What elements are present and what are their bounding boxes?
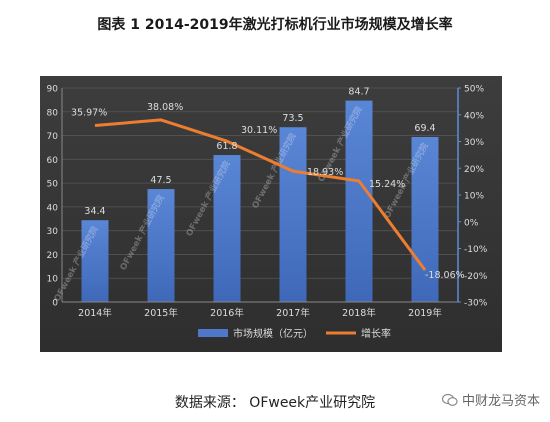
y-right-tick-label: 30%: [464, 138, 484, 148]
y-right-tick-label: -30%: [464, 299, 488, 309]
source-note: 数据来源： OFweek产业研究院: [174, 395, 376, 411]
y-right-tick-label: 50%: [464, 85, 484, 95]
y-left-tick-label: 30: [47, 227, 59, 237]
bar: [81, 220, 109, 302]
line-series: [94, 118, 427, 271]
y-right-tick-label: 0%: [464, 218, 479, 228]
y-left-tick-label: 40: [47, 203, 59, 213]
y-left-tick-label: 90: [47, 85, 59, 95]
x-tick-label: 2014年: [78, 307, 112, 319]
gridlines: [62, 87, 458, 303]
bar-value-label: 84.7: [348, 87, 369, 98]
x-tick-label: 2017年: [276, 307, 310, 319]
y-left-tick-label: 20: [47, 251, 59, 261]
y-right-tick-label: 40%: [464, 111, 484, 121]
line-value-label: 35.97%: [71, 108, 107, 119]
bar: [279, 127, 307, 302]
wechat-icon: [441, 393, 458, 406]
chart-panel: OFweek 产业研究院 OFweek 产业研究院 OFweek 产业研究院 OFwe…: [40, 76, 502, 352]
bar-value-label: 61.8: [216, 141, 237, 152]
bar: [213, 155, 241, 302]
bar: [345, 100, 373, 302]
watermark-text: 中财龙马资本: [461, 394, 540, 409]
y-right-tick-label: -10%: [464, 245, 488, 255]
line-value-label: 18.93%: [307, 167, 343, 178]
x-tick-label: 2016年: [210, 307, 244, 319]
line-value-label: 38.08%: [147, 102, 183, 113]
bar: [147, 189, 175, 302]
chart-title: 图表 1 2014-2019年激光打标机行业市场规模及增长率: [97, 17, 453, 33]
bar-value-label: 47.5: [150, 175, 171, 186]
y-right-tick-label: 10%: [464, 192, 484, 202]
bar: [411, 136, 439, 302]
line-value-label: 15.24%: [369, 179, 405, 190]
legend: 市场规模（亿元） 增长率: [198, 327, 391, 340]
legend-bar-swatch: [198, 329, 228, 337]
x-tick-label: 2019年: [408, 307, 442, 319]
bar-value-label: 73.5: [282, 113, 303, 124]
data-labels: 34.4 47.5 61.8 73.5 84.7 69.4 35.97% 38.08% 30.1…: [71, 87, 465, 281]
y-left-tick-label: 80: [47, 108, 59, 118]
y-left-tick-label: 60: [47, 156, 59, 166]
y-right-tick-label: 20%: [464, 165, 484, 175]
bar-series: OFweek 产业研究院 OFweek 产业研究院 OFweek 产业研究院 OFwe…: [52, 100, 439, 303]
y-left-tick-label: 70: [47, 132, 59, 142]
y-left-tick-label: 0: [52, 299, 58, 309]
x-tick-label: 2018年: [342, 307, 376, 319]
y-left-tick-label: 50: [47, 180, 59, 190]
line-value-label: -18.06%: [425, 270, 465, 281]
legend-bar-label: 市场规模（亿元）: [233, 327, 313, 340]
y-right-tick-label: -20%: [464, 272, 488, 282]
corner-watermark: 中财龙马资本: [441, 390, 540, 409]
x-tick-label: 2015年: [144, 307, 178, 319]
axes: 0102030405060708090-30%-20%-10%0%10%20%3…: [47, 85, 488, 320]
legend-line-label: 增长率: [361, 327, 391, 340]
y-left-tick-label: 10: [47, 275, 59, 285]
bar-value-label: 34.4: [84, 206, 105, 217]
bar-value-label: 69.4: [414, 123, 435, 134]
line-value-label: 30.11%: [241, 125, 277, 136]
growth-line: [94, 118, 427, 271]
